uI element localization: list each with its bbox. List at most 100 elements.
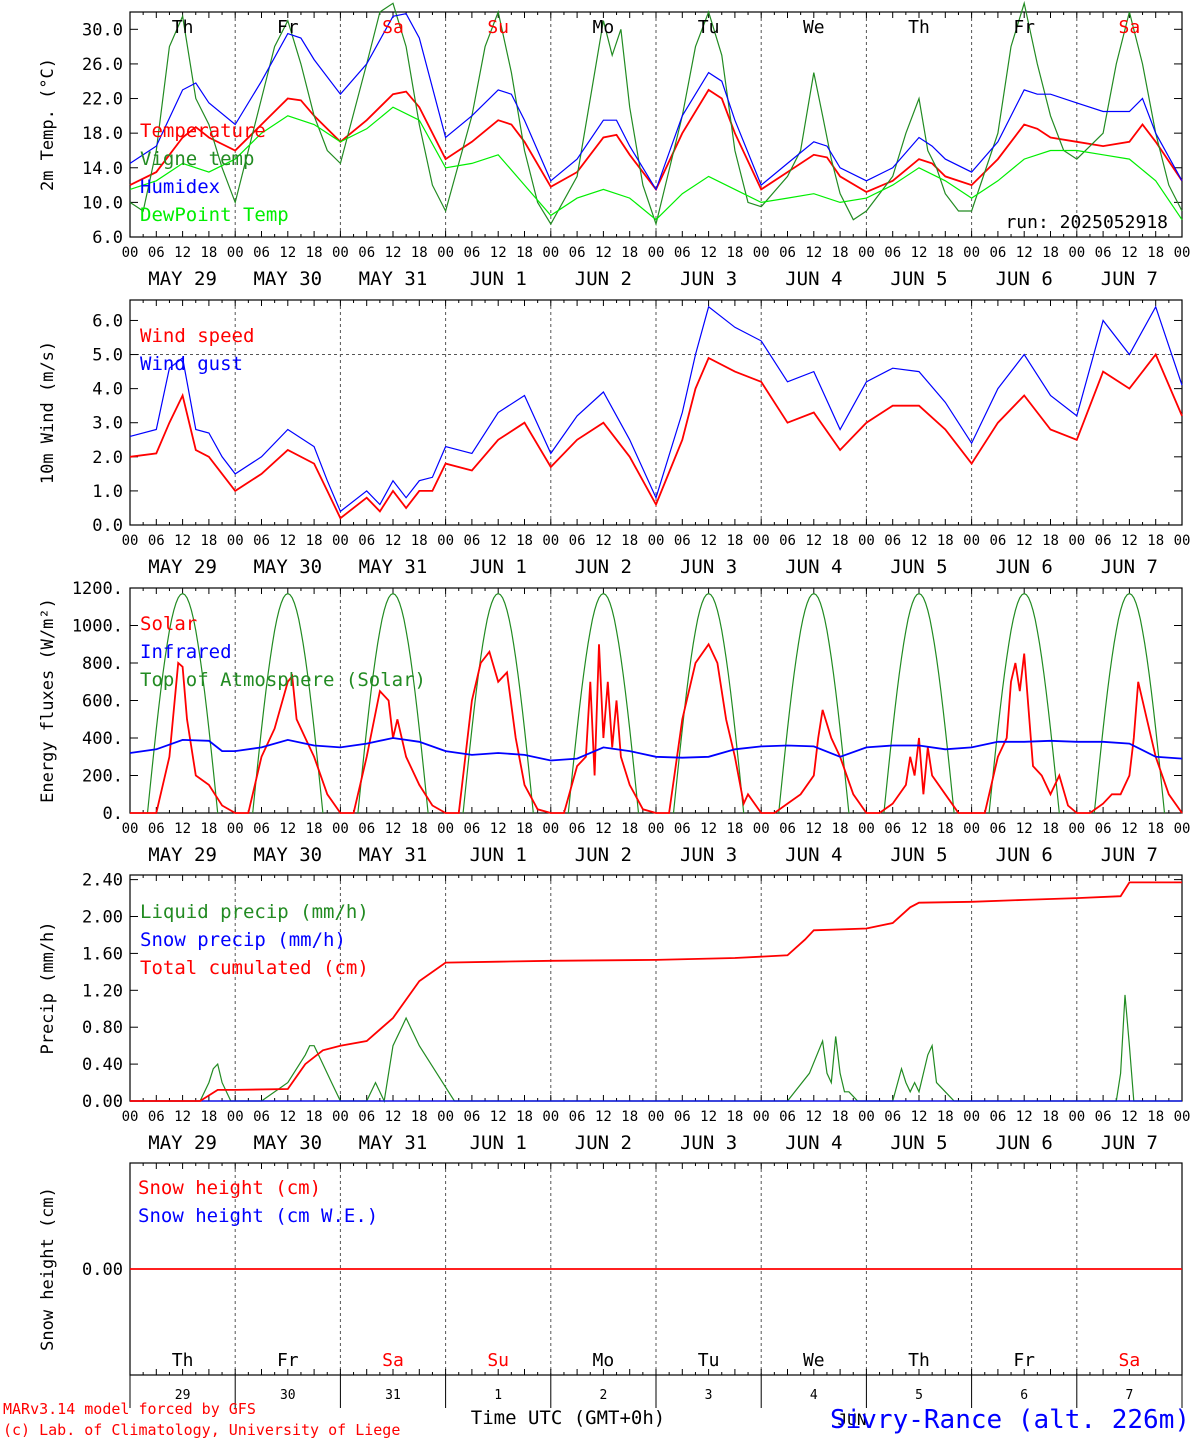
- hour-tick-label: 06: [989, 245, 1006, 261]
- series-line-infrared: [129, 737, 1183, 762]
- credit-line: MARv3.14 model forced by GFS: [3, 1400, 256, 1418]
- hour-tick-label: 18: [306, 245, 323, 261]
- hour-tick-label: 12: [1121, 821, 1138, 837]
- y-tick-label: 1.60: [82, 944, 123, 964]
- series-toa-solar: [778, 592, 850, 814]
- hour-tick-label: 12: [700, 533, 717, 549]
- hour-tick-label: 06: [1095, 533, 1112, 549]
- weekday-label: Tu: [698, 17, 720, 38]
- y-tick-label: 800.: [82, 654, 123, 674]
- chart-panel-5: 0.00 Snow height (cm) Snow height (cm) Snow…: [38, 1162, 1183, 1376]
- chart-panel-2: 0.0 1.0 2.0 3.0 4.0 5.0 6.0 10m Wind (m/s) 00 06 1…: [38, 299, 1191, 578]
- hour-tick-label: 06: [253, 533, 270, 549]
- date-label: JUN 5: [890, 556, 947, 578]
- day-number-label: 5: [915, 1388, 923, 1403]
- y-tick-label: 0.0: [92, 516, 123, 536]
- hour-tick-label: 06: [779, 821, 796, 837]
- hour-tick-label: 00: [858, 821, 875, 837]
- weekday-label: Fr: [277, 1350, 299, 1371]
- hour-tick-label: 12: [805, 533, 822, 549]
- legend-entry: Wind gust: [140, 353, 243, 375]
- date-label: JUN 6: [996, 844, 1053, 866]
- hour-tick-label: 00: [1068, 1109, 1085, 1125]
- y-tick-label: 1000.: [72, 617, 123, 637]
- hour-tick-label: 12: [595, 245, 612, 261]
- hour-tick-label: 06: [989, 1109, 1006, 1125]
- series-toa-solar: [357, 592, 429, 814]
- y-tick-label: 26.0: [82, 55, 123, 75]
- y-tick-label: 400.: [82, 729, 123, 749]
- hour-tick-label: 00: [648, 533, 665, 549]
- y-tick-label: 200.: [82, 767, 123, 787]
- hour-tick-label: 00: [1174, 821, 1191, 837]
- date-label: JUN 5: [890, 844, 947, 866]
- hour-tick-label: 06: [463, 533, 480, 549]
- y-axis-label: 2m Temp. (°C): [38, 58, 58, 191]
- hour-tick-label: 18: [411, 821, 428, 837]
- date-label: JUN 4: [785, 844, 842, 866]
- hour-tick-label: 06: [884, 533, 901, 549]
- hour-tick-label: 12: [490, 533, 507, 549]
- hour-tick-label: 18: [411, 245, 428, 261]
- hour-tick-label: 18: [516, 245, 533, 261]
- y-tick-label: 2.0: [92, 448, 123, 468]
- series-line-vigne-temp: [129, 0, 1183, 227]
- hour-tick-label: 00: [858, 533, 875, 549]
- hour-tick-label: 12: [490, 821, 507, 837]
- date-label: MAY 31: [359, 844, 428, 866]
- hour-tick-label: 12: [805, 821, 822, 837]
- hour-tick-label: 12: [385, 1109, 402, 1125]
- legend-entry: Snow height (cm): [138, 1177, 321, 1199]
- hour-tick-label: 00: [332, 1109, 349, 1125]
- weekday-label: Su: [487, 17, 509, 38]
- hour-tick-label: 00: [963, 1109, 980, 1125]
- hour-tick-label: 00: [542, 821, 559, 837]
- hour-tick-label: 06: [674, 245, 691, 261]
- hour-tick-label: 00: [1068, 533, 1085, 549]
- hour-tick-label: 18: [832, 1109, 849, 1125]
- hour-tick-label: 06: [463, 1109, 480, 1125]
- hour-tick-label: 00: [122, 245, 139, 261]
- hour-tick-label: 18: [306, 821, 323, 837]
- y-tick-label: 10.0: [82, 193, 123, 213]
- date-label: JUN 1: [470, 556, 527, 578]
- hour-tick-label: 06: [884, 245, 901, 261]
- weekday-label: Mo: [593, 17, 615, 38]
- hour-tick-label: 00: [858, 1109, 875, 1125]
- hour-tick-label: 12: [279, 533, 296, 549]
- hour-tick-label: 18: [832, 245, 849, 261]
- hour-tick-label: 12: [385, 533, 402, 549]
- hour-tick-label: 06: [989, 533, 1006, 549]
- date-label: JUN 4: [785, 268, 842, 290]
- chart-panel-3: 0. 200. 400. 600. 800. 1000. 1200. Energy fluxe…: [38, 579, 1190, 866]
- hour-tick-label: 18: [200, 1109, 217, 1125]
- weekday-label: Th: [172, 17, 194, 38]
- series-line-solar: [130, 642, 1183, 814]
- y-tick-label: 3.0: [92, 414, 123, 434]
- hour-tick-label: 00: [332, 245, 349, 261]
- hour-tick-label: 18: [200, 533, 217, 549]
- hour-tick-label: 06: [779, 1109, 796, 1125]
- date-label: JUN 7: [1101, 556, 1158, 578]
- date-label: MAY 31: [359, 268, 428, 290]
- y-tick-label: 6.0: [92, 228, 123, 248]
- hour-tick-label: 06: [1095, 821, 1112, 837]
- date-label: MAY 30: [253, 1132, 322, 1154]
- weekday-label: Su: [487, 1350, 509, 1371]
- weekday-label: Th: [908, 1350, 930, 1371]
- date-label: JUN 6: [996, 556, 1053, 578]
- hour-tick-label: 06: [463, 821, 480, 837]
- weekday-label: Sa: [382, 17, 404, 38]
- hour-tick-label: 18: [726, 533, 743, 549]
- y-tick-label: 18.0: [82, 124, 123, 144]
- plot-frame: [129, 587, 1183, 814]
- y-tick-label: 2.00: [82, 908, 123, 928]
- hour-tick-label: 18: [937, 1109, 954, 1125]
- hour-tick-label: 06: [253, 821, 270, 837]
- date-label: MAY 31: [359, 556, 428, 578]
- hour-tick-label: 18: [411, 1109, 428, 1125]
- hour-tick-label: 00: [1068, 245, 1085, 261]
- hour-tick-label: 00: [1174, 533, 1191, 549]
- date-label: JUN 3: [680, 556, 737, 578]
- run-annotation: run: 2025052918: [1005, 212, 1168, 233]
